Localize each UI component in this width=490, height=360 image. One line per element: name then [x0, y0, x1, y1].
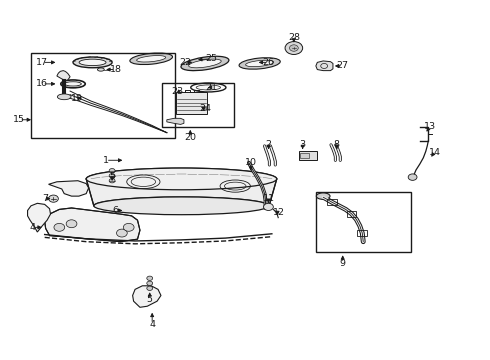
Bar [162, 83, 234, 127]
Bar [346, 211, 356, 217]
Ellipse shape [245, 60, 274, 67]
Ellipse shape [65, 82, 81, 86]
Polygon shape [45, 208, 140, 242]
Bar [357, 230, 367, 236]
Text: 28: 28 [288, 33, 300, 42]
Polygon shape [49, 181, 89, 196]
Text: 20: 20 [184, 133, 196, 142]
Circle shape [49, 195, 58, 202]
Text: 25: 25 [206, 54, 218, 63]
Ellipse shape [98, 68, 104, 71]
Polygon shape [86, 168, 277, 206]
Ellipse shape [86, 168, 277, 190]
Text: 5: 5 [109, 172, 115, 181]
Bar [300, 153, 310, 158]
Ellipse shape [130, 53, 172, 64]
Text: 22: 22 [179, 58, 192, 67]
Text: 7: 7 [43, 194, 49, 203]
Polygon shape [167, 118, 184, 125]
Text: 24: 24 [199, 104, 211, 113]
Ellipse shape [317, 193, 330, 199]
Bar [316, 192, 411, 252]
Bar [175, 92, 207, 114]
Text: 5: 5 [147, 294, 153, 303]
Polygon shape [316, 61, 333, 71]
Text: 4: 4 [149, 320, 155, 329]
Text: 3: 3 [299, 140, 306, 149]
Ellipse shape [239, 58, 280, 69]
Ellipse shape [94, 197, 269, 215]
Bar [31, 53, 175, 138]
Text: 12: 12 [273, 208, 285, 217]
Circle shape [109, 174, 115, 178]
Text: 13: 13 [424, 122, 436, 131]
Text: 4: 4 [29, 223, 35, 232]
Ellipse shape [73, 57, 112, 68]
Text: 2: 2 [266, 140, 271, 149]
Text: 9: 9 [340, 259, 346, 268]
Text: 18: 18 [110, 65, 122, 74]
Text: 8: 8 [334, 140, 340, 149]
Text: 16: 16 [36, 80, 48, 89]
Circle shape [117, 229, 127, 237]
Circle shape [147, 276, 153, 280]
Ellipse shape [137, 55, 166, 62]
Ellipse shape [79, 59, 106, 66]
Text: 21: 21 [206, 83, 218, 92]
Text: 6: 6 [113, 206, 119, 215]
Text: 27: 27 [337, 62, 349, 71]
Text: 10: 10 [245, 158, 257, 167]
Circle shape [408, 174, 417, 180]
Circle shape [147, 281, 153, 285]
Text: 15: 15 [13, 115, 25, 124]
Circle shape [290, 45, 298, 51]
Bar [299, 151, 318, 160]
Ellipse shape [189, 59, 221, 68]
Polygon shape [57, 71, 70, 80]
Polygon shape [133, 286, 161, 307]
Ellipse shape [57, 94, 71, 100]
Text: 1: 1 [103, 156, 109, 165]
Circle shape [109, 179, 115, 183]
Text: 11: 11 [263, 194, 274, 203]
Circle shape [264, 203, 273, 211]
Polygon shape [27, 203, 50, 232]
Ellipse shape [196, 85, 220, 90]
Text: 14: 14 [429, 148, 441, 157]
Ellipse shape [181, 56, 229, 71]
Text: 26: 26 [263, 58, 274, 67]
Circle shape [54, 224, 65, 231]
Circle shape [66, 220, 77, 228]
Text: 23: 23 [172, 86, 184, 95]
Circle shape [123, 224, 134, 231]
Text: 17: 17 [36, 58, 48, 67]
Circle shape [285, 41, 303, 54]
Circle shape [147, 286, 153, 291]
Text: 19: 19 [71, 94, 82, 103]
Circle shape [109, 168, 115, 173]
Bar [327, 199, 337, 205]
